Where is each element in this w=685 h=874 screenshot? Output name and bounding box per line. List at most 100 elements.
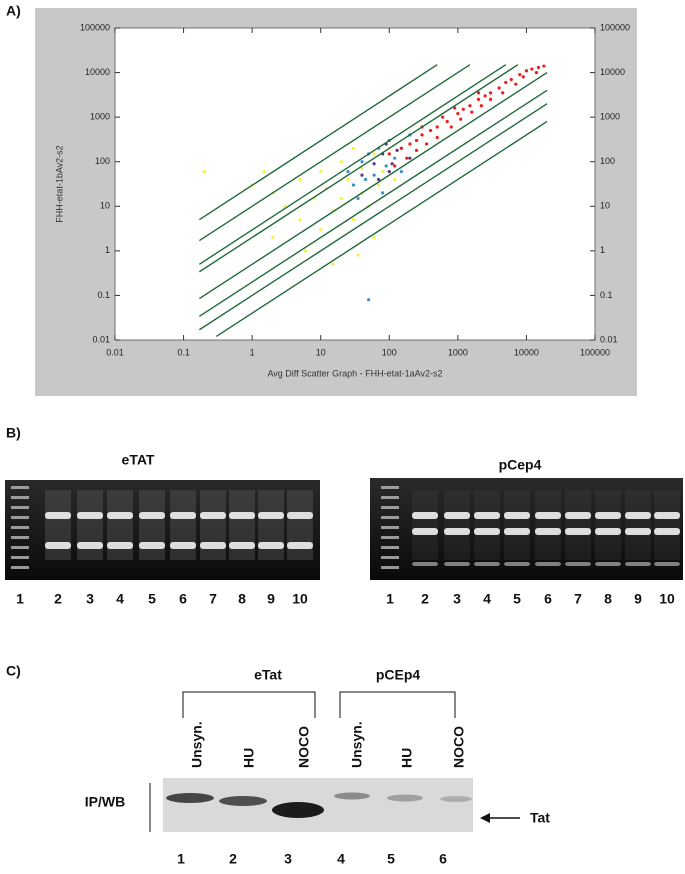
lane-number: 4 [116,591,124,607]
reference-line [198,64,519,273]
lane-number: 6 [179,591,187,607]
point [470,110,474,114]
smear [595,490,621,560]
x-axis-title: Avg Diff Scatter Graph - FHH-etat-1aAv2-… [267,368,442,378]
ladder-band [11,556,29,559]
point [504,80,508,85]
point [445,119,449,124]
lane-number: 8 [238,591,246,607]
dna-band [444,528,470,535]
dna-band [107,512,133,519]
point [521,75,525,79]
lane-number: 1 [16,591,24,607]
lane-label: HU [241,748,257,768]
point [405,156,409,160]
y-tick-label: 10 [100,201,110,211]
point [381,191,385,195]
gel-title: pCep4 [499,457,542,473]
dna-band [45,542,71,549]
ladder-band [381,496,399,499]
ladder-band [11,526,29,529]
lane-number: 3 [86,591,94,607]
point [456,112,460,116]
dna-band [170,542,196,549]
point [459,117,463,121]
point [360,173,364,177]
lane-label: Unsyn. [349,721,365,768]
point [393,164,397,168]
smear [625,490,651,560]
y2-tick-label: 1000 [600,112,620,122]
dna-band [412,528,438,535]
dna-band [625,512,651,519]
point [435,125,439,129]
point [408,142,412,146]
point [514,82,518,86]
ladder-band [381,566,399,569]
point [372,173,376,177]
group-title: pCEp4 [376,667,421,683]
lane-number: 7 [209,591,217,607]
lane-number: 1 [177,851,185,867]
dna-band [258,512,284,519]
ladder-band [381,546,399,549]
smear [504,490,530,560]
ladder-band [381,486,399,489]
dna-band [77,542,103,549]
point [372,162,376,166]
point [377,177,381,182]
reference-line [198,64,471,242]
y-tick-label: 100000 [80,22,110,32]
dna-band [474,562,500,566]
y-axis-title: FHH-etat-1bAv2-s2 [54,145,64,222]
dna-band [504,512,530,519]
lane-number: 9 [634,591,642,607]
x-tick-label: 100000 [580,347,610,357]
dna-band [595,562,621,566]
point [319,170,323,174]
dna-band [535,528,561,535]
lane-number: 2 [54,591,62,607]
ladder-band [11,536,29,539]
reference-line [198,64,507,265]
point [483,94,487,98]
group-title: eTat [254,667,282,683]
lane-label: HU [399,748,415,768]
point [530,67,534,71]
point [367,298,371,302]
blot-band [334,792,370,800]
lane-number: 2 [229,851,237,867]
point [420,133,424,137]
gel-title: eTAT [122,452,155,468]
lane-label: NOCO [451,726,467,768]
y2-tick-label: 100000 [600,22,630,32]
gel-image [5,480,320,580]
dna-band [565,528,591,535]
x-tick-label: 100 [382,347,397,357]
point [393,177,397,182]
point [428,128,433,133]
ladder-band [381,556,399,559]
dna-band [504,528,530,535]
point [377,183,381,187]
point [346,170,350,174]
lane-number: 7 [574,591,582,607]
point [488,97,493,102]
point [414,138,419,143]
y-tick-label: 1000 [90,112,110,122]
point [202,170,206,174]
lane-number: 4 [483,591,491,607]
arrow-head [480,813,490,823]
lane-number: 5 [387,851,395,867]
x-tick-label: 0.1 [177,347,190,357]
y2-tick-label: 0.01 [600,334,618,344]
reference-line [215,120,548,338]
lane-number: 9 [267,591,275,607]
point [476,91,481,95]
point [461,107,465,111]
smear [170,490,196,560]
lane-number: 10 [292,591,308,607]
point [441,115,445,119]
point [524,69,529,73]
